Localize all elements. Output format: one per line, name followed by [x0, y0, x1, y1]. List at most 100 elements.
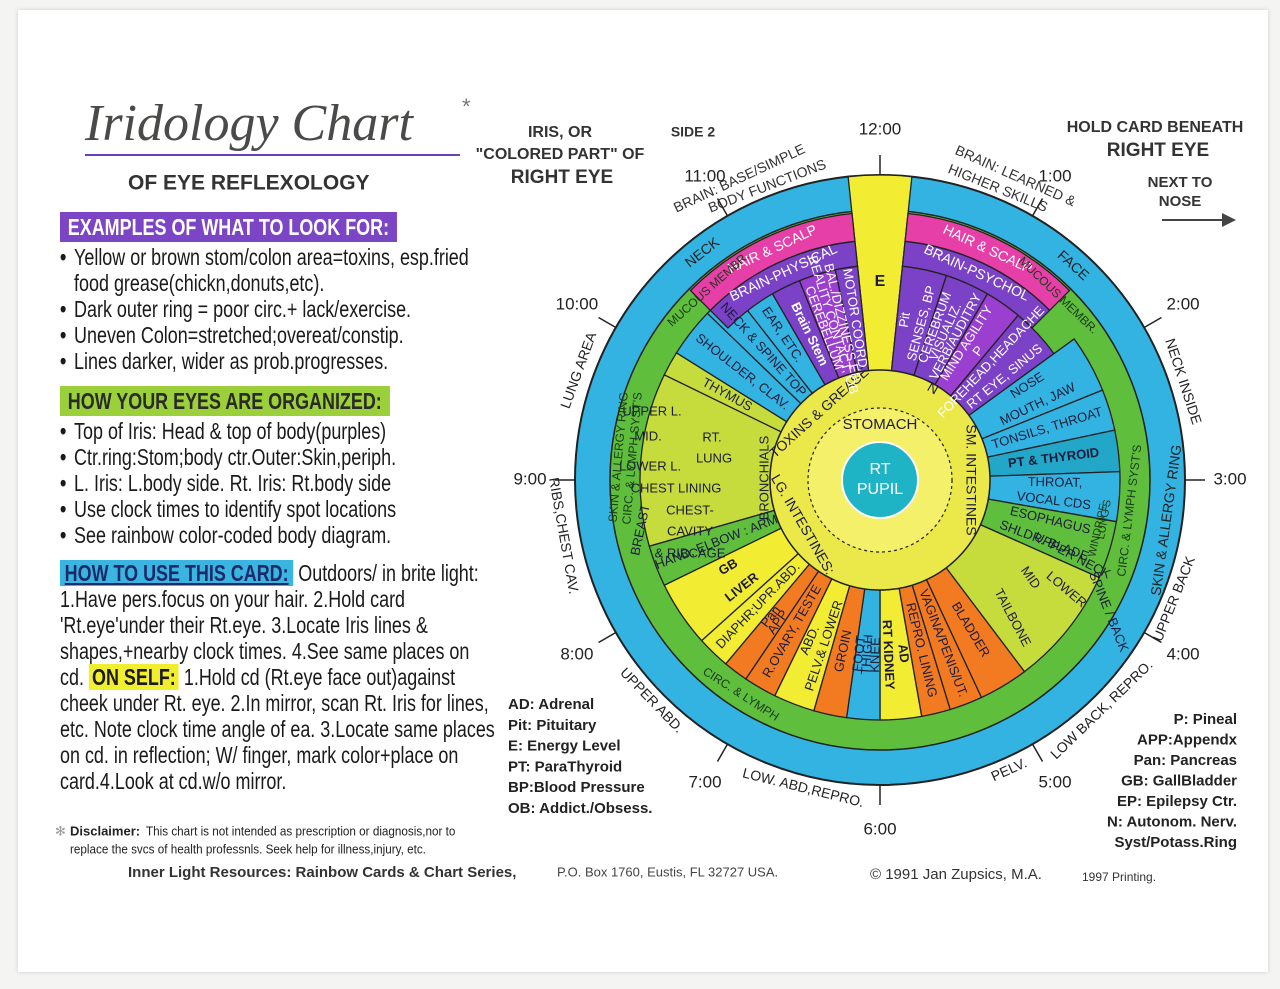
- subtitle: OF EYE REFLEXOLOGY: [128, 172, 370, 195]
- iris-label: "COLORED PART" OF: [476, 146, 645, 163]
- bullet: Use clock times to identify spot locatio…: [60, 496, 495, 522]
- bullet: Yellow or brown stom/colon area=toxins, …: [60, 244, 495, 296]
- clock-label: 7:00: [688, 773, 721, 792]
- wheel-label: AD: [895, 643, 912, 664]
- disclaimer-mark: ✻: [55, 823, 66, 838]
- wheel-label: RT KIDNEY: [880, 619, 898, 690]
- clock-tick: [1143, 316, 1162, 329]
- bullet: Dark outer ring = poor circ.+ lack/exerc…: [60, 296, 495, 322]
- legend-entry: PT: ParaThyroid: [508, 758, 622, 775]
- clock-label: 8:00: [560, 644, 593, 663]
- nose-label: NOSE: [1159, 193, 1202, 210]
- wheel-label: CAVITY: [667, 523, 713, 538]
- clock-label: 2:00: [1167, 294, 1200, 313]
- clock-label: 5:00: [1038, 773, 1071, 792]
- section-heading: HOW YOUR EYES ARE ORGANIZED:: [60, 386, 390, 416]
- disclaimer-text: This chart is not intended as prescripti…: [146, 824, 455, 839]
- clock-tick: [1031, 198, 1044, 217]
- legend-entry: Syst/Potass.Ring: [1114, 834, 1237, 851]
- legend-entry: EP: Epilepsy Ctr.: [1117, 793, 1237, 810]
- pupil-label: RT: [869, 461, 890, 478]
- wheel-label: MID.: [634, 428, 661, 443]
- clock-tick: [716, 743, 729, 762]
- on-self: ON SELF:: [88, 664, 179, 690]
- wheel-label: E: [875, 273, 886, 290]
- bullet: Top of Iris: Head & top of body(purples): [60, 418, 495, 444]
- clock-tick: [598, 316, 617, 329]
- pupil: [841, 441, 919, 519]
- organized-section: HOW YOUR EYES ARE ORGANIZED: Top of Iris…: [60, 386, 495, 548]
- wheel-label: LUNG: [696, 450, 732, 465]
- clock-label: 10:00: [556, 294, 599, 313]
- instructions: 1.Hold cd (Rt.eye face out)against cheek…: [60, 664, 495, 794]
- legend-entry: Pan: Pancreas: [1134, 752, 1237, 769]
- title-mark: *: [462, 94, 471, 119]
- wheel-label: CHEST-: [666, 502, 714, 517]
- legend-entry: N: Autonom. Nerv.: [1107, 813, 1237, 830]
- footer-publisher: Inner Light Resources: Rainbow Cards & C…: [128, 864, 516, 881]
- bullet: Ctr.ring:Stom;body ctr.Outer:Skin,periph…: [60, 444, 495, 470]
- instructions: Outdoors/ in brite light: 1.Have pers.fo…: [60, 560, 479, 690]
- wheel-label: KNEE: [867, 637, 883, 673]
- hair-band: [904, 212, 1071, 312]
- clock-tick: [1143, 631, 1162, 644]
- wheel-label: THROAT,: [1028, 474, 1083, 490]
- bullet: L. Iris: L.body side. Rt. Iris: Rt.body …: [60, 470, 495, 496]
- wheel-label: LOWER L.: [619, 458, 681, 473]
- hold-label: HOLD CARD BENEATH: [1067, 119, 1244, 136]
- wheel-label: & RIBCAGE: [655, 545, 726, 560]
- iris-label: RIGHT EYE: [511, 167, 613, 188]
- wheel-label: UPPER L.: [622, 403, 681, 418]
- pupil-label: PUPIL: [857, 481, 903, 498]
- side-label: SIDE 2: [671, 124, 716, 140]
- legend-entry: APP:Appendx: [1137, 731, 1238, 748]
- legend-entry: P: Pineal: [1174, 711, 1237, 728]
- legend-entry: GB: GallBladder: [1121, 772, 1237, 789]
- footer-address: P.O. Box 1760, Eustis, FL 32727 USA.: [557, 864, 778, 879]
- hold-label: RIGHT EYE: [1107, 140, 1209, 161]
- bullet: Lines darker, wider as prob.progresses.: [60, 348, 495, 374]
- wheel-label: FOOT: [849, 635, 868, 673]
- inner-ring-label: SM. INTESTINES: [963, 424, 979, 535]
- wheel-label: Pit: [896, 311, 913, 329]
- wheel-label: RT.: [702, 429, 721, 444]
- nose-label: NEXT TO: [1148, 174, 1213, 191]
- disclaimer-label: Disclaimer:: [70, 823, 140, 838]
- legend-entry: E: Energy Level: [508, 738, 621, 755]
- footer-printing: 1997 Printing.: [1082, 870, 1156, 884]
- clock-label: 3:00: [1213, 469, 1246, 488]
- bullet: Uneven Colon=stretched;overeat/constip.: [60, 322, 495, 348]
- wheel-label: BRONCHIALS: [756, 435, 771, 520]
- wheel-label: CHEST LINING: [631, 480, 722, 495]
- inner-ring-label: STOMACH: [843, 416, 918, 433]
- footer-copyright: © 1991 Jan Zupsics, M.A.: [870, 866, 1042, 883]
- how-to-use-section: HOW TO USE THIS CARD: Outdoors/ in brite…: [60, 560, 495, 794]
- clock-tick: [716, 198, 729, 217]
- hair-band: [689, 212, 856, 312]
- legend-entry: BP:Blood Pressure: [508, 779, 645, 796]
- bullet: See rainbow color-coded body diagram.: [60, 522, 495, 548]
- legend-entry: OB: Addict./Obsess.: [508, 800, 652, 817]
- nose-arrow-head: [1222, 213, 1236, 227]
- legend-entry: AD: Adrenal: [508, 696, 594, 713]
- legend-entry: Pit: Pituitary: [508, 717, 597, 734]
- clock-label: 12:00: [859, 119, 902, 138]
- clock-label: 6:00: [863, 819, 896, 838]
- section-heading: HOW TO USE THIS CARD:: [60, 560, 294, 586]
- clock-label: 1:00: [1038, 166, 1071, 185]
- wheel-label: THIGH: [858, 634, 876, 675]
- clock-label: 4:00: [1167, 644, 1200, 663]
- clock-label: 11:00: [684, 166, 725, 185]
- look-for-section: EXAMPLES OF WHAT TO LOOK FOR: Yellow or …: [60, 212, 495, 374]
- disclaimer-text: replace the svcs of health professnls. S…: [70, 842, 426, 857]
- section-heading: EXAMPLES OF WHAT TO LOOK FOR:: [60, 212, 397, 242]
- title: Iridology Chart: [84, 95, 414, 152]
- clock-label: 9:00: [513, 469, 546, 488]
- legend: AD: Adrenal Pit: Pituitary E: Energy Level…: [508, 696, 1238, 851]
- iris-label: IRIS, OR: [528, 124, 592, 141]
- clock-tick: [598, 631, 617, 644]
- clock-tick: [1031, 743, 1044, 762]
